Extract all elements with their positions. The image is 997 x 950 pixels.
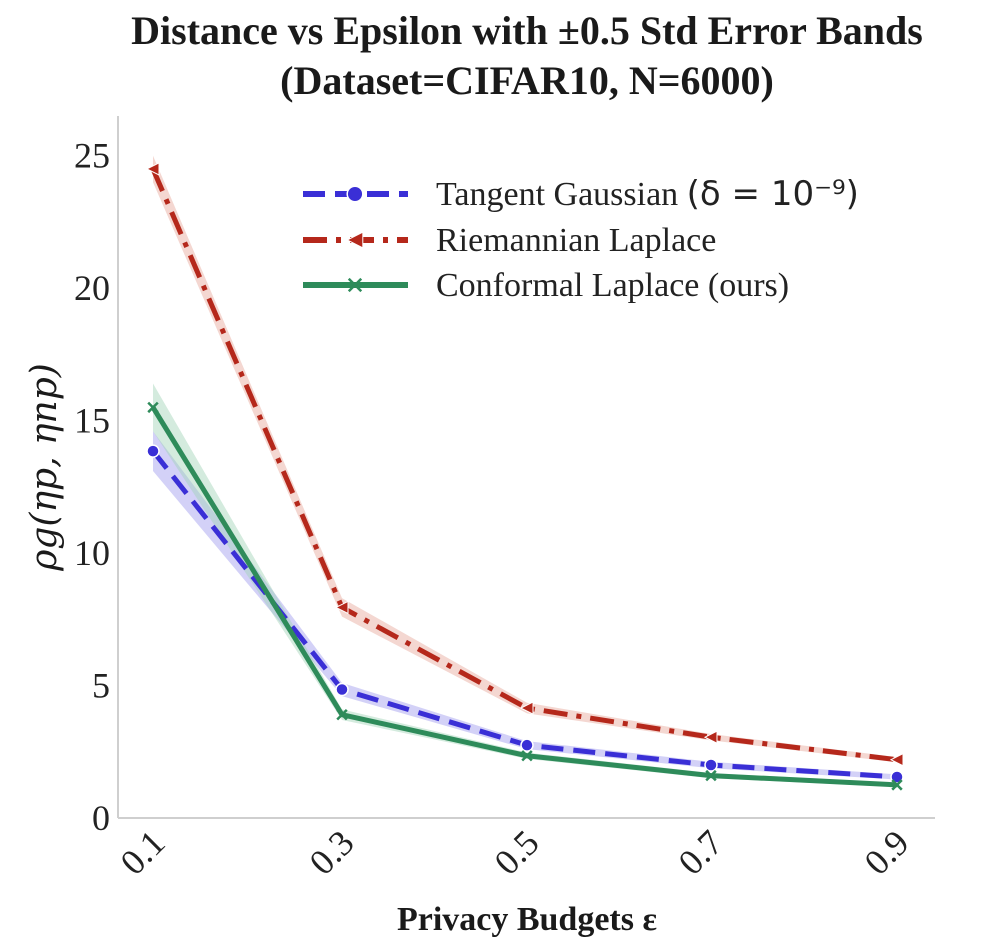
x-tick-label: 0.5 — [487, 822, 547, 882]
chart-title-line1: Distance vs Epsilon with ±0.5 Std Error … — [131, 8, 923, 53]
legend-marker-conformal-laplace-ours — [347, 277, 363, 293]
y-tick-label: 25 — [74, 136, 110, 176]
line-riemannian-laplace — [150, 167, 898, 763]
legend-label-suffix: (δ = 10⁻⁹) — [687, 174, 859, 214]
y-tick-label: 20 — [74, 268, 110, 308]
marker-conformal-laplace-ours — [147, 401, 159, 414]
x-tick-label: 0.1 — [113, 822, 173, 882]
legend-label-tangent-gaussian: Tangent Gaussian (δ = 10⁻⁹) — [436, 174, 859, 214]
marker-conformal-laplace-ours — [336, 709, 348, 721]
legend-label-riemannian-laplace: Riemannian Laplace — [436, 222, 716, 259]
marker-riemannian-laplace — [334, 600, 349, 615]
marker-riemannian-laplace — [889, 752, 904, 767]
marker-conformal-laplace-ours-stroke2 — [521, 750, 533, 762]
legend-label-conformal-laplace-ours: Conformal Laplace (ours) — [436, 267, 789, 304]
marker-conformal-laplace-ours-stroke2 — [336, 709, 348, 721]
marker-riemannian-laplace — [145, 162, 160, 176]
x-tick-label: 0.7 — [671, 822, 731, 882]
series-lines — [150, 167, 898, 788]
marker-conformal-laplace-ours-stroke2 — [147, 401, 159, 414]
marker-tangent-gaussian — [890, 770, 904, 784]
legend-marker-tangent-gaussian — [346, 185, 364, 203]
band-tangent-gaussian — [153, 431, 897, 780]
y-tick-label: 5 — [92, 666, 110, 706]
marker-riemannian-laplace — [519, 701, 534, 715]
marker-conformal-laplace-ours-stroke2 — [891, 779, 903, 791]
y-tick-label: 10 — [74, 533, 110, 573]
y-ticks: 0 5 10 15 20 25 — [74, 136, 110, 838]
x-tick-label: 0.9 — [857, 822, 917, 882]
series-markers — [145, 162, 904, 791]
x-ticks: 0.1 0.3 0.5 0.7 0.9 — [113, 822, 917, 882]
marker-conformal-laplace-ours-stroke2 — [705, 769, 717, 782]
marker-tangent-gaussian — [335, 682, 349, 697]
legend-marker-riemannian-laplace — [346, 231, 364, 249]
marker-tangent-gaussian — [146, 444, 160, 458]
line-tangent-gaussian — [151, 449, 898, 780]
marker-conformal-laplace-ours — [891, 779, 903, 791]
marker-conformal-laplace-ours — [705, 769, 717, 782]
marker-tangent-gaussian — [704, 758, 718, 772]
x-tick-label: 0.3 — [302, 822, 362, 882]
y-tick-label: 15 — [74, 401, 110, 441]
y-axis-label: ρg(ηp, ηnp) — [24, 363, 65, 572]
legend: Tangent Gaussian (δ = 10⁻⁹) Riemannian La… — [303, 174, 859, 304]
marker-conformal-laplace-ours — [521, 750, 533, 762]
legend-marker-conformal-laplace-ours-stroke2 — [347, 277, 363, 293]
x-axis-label: Privacy Budgets ε — [397, 901, 657, 938]
marker-riemannian-laplace — [703, 730, 718, 745]
y-tick-label: 0 — [92, 798, 110, 838]
axes — [117, 116, 935, 819]
chart-title-line2: (Dataset=CIFAR10, N=6000) — [280, 58, 774, 103]
marker-tangent-gaussian — [520, 738, 534, 752]
